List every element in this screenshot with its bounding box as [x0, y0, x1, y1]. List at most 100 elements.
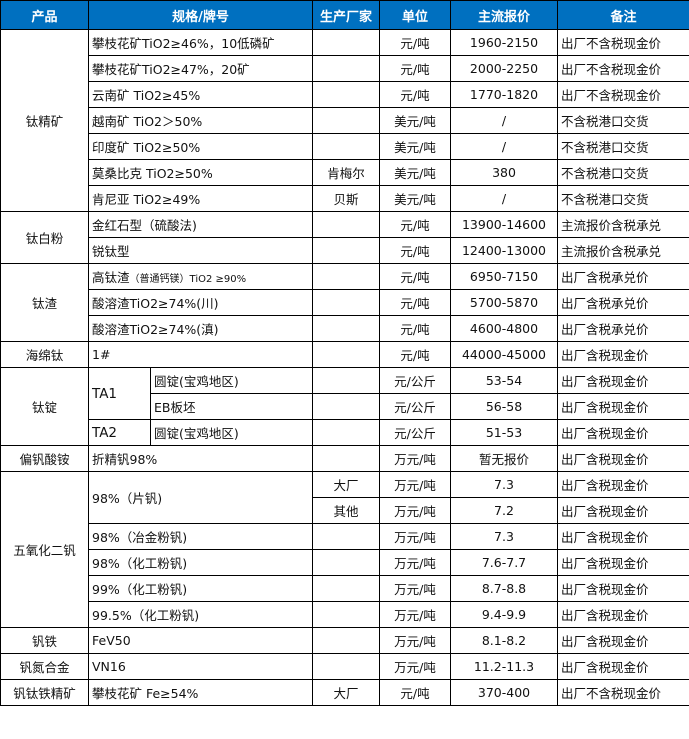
- table-row: 钛渣 高钛渣（普通钙镁）TiO2 ≥90% 元/吨 6950-7150 出厂含税承兑价: [0, 263, 689, 342]
- unit-cell: 元/吨: [379, 341, 451, 368]
- note-cell: 出厂含税现金价: [557, 653, 689, 680]
- product-cell: 钛精矿: [0, 29, 89, 212]
- spec-cell: 攀枝花矿TiO2≥47%，20矿: [88, 55, 313, 82]
- product-cell: 钛锭: [0, 367, 89, 446]
- spec-text: 1#: [92, 347, 111, 362]
- spec-cell: 圆锭(宝鸡地区): [150, 419, 313, 446]
- spec-cell: 印度矿 TiO2≥50%: [88, 133, 313, 160]
- price-cell: 8.1-8.2: [450, 627, 558, 654]
- spec-text: 98%（化工粉钒): [92, 556, 188, 571]
- header-price: 主流报价: [450, 0, 558, 30]
- spec-text: 酸溶渣TiO2≥74%(滇): [92, 322, 219, 337]
- price-cell: /: [450, 185, 558, 212]
- price-cell: 7.3: [450, 471, 558, 498]
- price-cell: 12400-13000: [450, 237, 558, 264]
- note-cell: 出厂含税现金价: [557, 419, 689, 446]
- maker-cell: [312, 549, 380, 576]
- product-cell: 海绵钛: [0, 341, 89, 368]
- unit-cell: 万元/吨: [379, 445, 451, 472]
- price-cell: 2000-2250: [450, 55, 558, 82]
- product-cell: 五氧化二钒: [0, 471, 89, 628]
- price-cell: 56-58: [450, 393, 558, 420]
- unit-cell: 万元/吨: [379, 523, 451, 550]
- note-cell: 出厂含税现金价: [557, 445, 689, 472]
- unit-cell: 元/吨: [379, 81, 451, 108]
- unit-cell: 美元/吨: [379, 107, 451, 134]
- spec-cell: 酸溶渣TiO2≥74%(川): [88, 289, 313, 316]
- price-cell: 9.4-9.9: [450, 601, 558, 628]
- price-cell: 8.7-8.8: [450, 575, 558, 602]
- price-cell: 7.2: [450, 497, 558, 524]
- maker-cell: [312, 341, 380, 368]
- table-row: 99%（化工粉钒) 万元/吨 8.7-8.8 出厂含税现金价: [1, 575, 689, 602]
- note-cell: 出厂不含税现金价: [557, 679, 689, 706]
- note-cell: 出厂含税现金价: [557, 367, 689, 394]
- table-row: 钛白粉 金红石型（硫酸法) 元/吨 13900-14600 主流报价含税承兑: [0, 211, 689, 264]
- price-cell: 51-53: [450, 419, 558, 446]
- table-row: 钛锭 TA1 圆锭(宝鸡地区) 元/公斤 53-54 出厂含税现金价: [0, 367, 689, 446]
- spec-text: 肯尼亚 TiO2≥49%: [92, 192, 201, 207]
- table-row: 钒氮合金 VN16 万元/吨 11.2-11.3 出厂含税现金价: [0, 653, 689, 680]
- table-row: 99.5%（化工粉钒) 万元/吨 9.4-9.9 出厂含税现金价: [1, 601, 689, 628]
- unit-cell: 元/吨: [379, 211, 451, 238]
- note-cell: 主流报价含税承兑: [557, 237, 689, 264]
- table-row: 钒钛铁精矿 攀枝花矿 Fe≥54% 大厂 元/吨 370-400 出厂不含税现金价: [0, 679, 689, 706]
- note-cell: 出厂不含税现金价: [557, 55, 689, 82]
- grade-cell: TA1: [88, 367, 151, 420]
- product-cell: 钒氮合金: [0, 653, 89, 680]
- table-row: TA2 圆锭(宝鸡地区) 元/公斤 51-53 出厂含税现金价: [1, 419, 689, 446]
- product-cell: 钛白粉: [0, 211, 89, 264]
- maker-cell: [312, 263, 380, 290]
- spec-cell: 攀枝花矿 Fe≥54%: [88, 679, 313, 706]
- note-cell: 出厂含税现金价: [557, 523, 689, 550]
- price-cell: 5700-5870: [450, 289, 558, 316]
- note-cell: 不含税港口交货: [557, 185, 689, 212]
- maker-cell: [312, 29, 380, 56]
- price-cell: 370-400: [450, 679, 558, 706]
- header-note: 备注: [557, 0, 689, 30]
- maker-cell: [312, 289, 380, 316]
- product-cell: 钒铁: [0, 627, 89, 654]
- spec-cell: 酸溶渣TiO2≥74%(滇): [88, 315, 313, 342]
- spec-text: 99%（化工粉钒): [92, 582, 188, 597]
- maker-cell: [312, 211, 380, 238]
- header-maker: 生产厂家: [312, 0, 380, 30]
- header-product: 产品: [0, 0, 89, 30]
- maker-cell: [312, 237, 380, 264]
- spec-cell: 98%（化工粉钒): [88, 549, 313, 576]
- table-row: 偏钒酸铵 折精钒98% 万元/吨 暂无报价 出厂含税现金价: [0, 445, 689, 472]
- spec-cell: 98%（冶金粉钒): [88, 523, 313, 550]
- table-row: 98%（化工粉钒) 万元/吨 7.6-7.7 出厂含税现金价: [1, 549, 689, 576]
- maker-cell: [312, 445, 380, 472]
- spec-cell: 莫桑比克 TiO2≥50%: [88, 159, 313, 186]
- note-cell: 不含税港口交货: [557, 133, 689, 160]
- price-cell: 44000-45000: [450, 341, 558, 368]
- product-cell: 钒钛铁精矿: [0, 679, 89, 706]
- note-cell: 出厂含税现金价: [557, 575, 689, 602]
- price-cell: 53-54: [450, 367, 558, 394]
- maker-cell: 肯梅尔: [312, 159, 380, 186]
- maker-cell: 大厂: [312, 679, 380, 706]
- price-cell: 7.6-7.7: [450, 549, 558, 576]
- spec-text: 锐钛型: [92, 244, 130, 259]
- spec-cell: 圆锭(宝鸡地区): [150, 367, 313, 394]
- note-cell: 出厂含税现金价: [557, 471, 689, 498]
- maker-cell: [312, 601, 380, 628]
- header-unit: 单位: [379, 0, 451, 30]
- unit-cell: 元/公斤: [379, 393, 451, 420]
- maker-cell: [312, 653, 380, 680]
- table-row: 五氧化二钒 98%（片钒) 大厂 万元/吨 7.3 出厂含税现金价: [0, 471, 689, 628]
- spec-cell: 锐钛型: [88, 237, 313, 264]
- spec-text: 云南矿 TiO2≥45%: [92, 88, 201, 103]
- table-row: 98%（冶金粉钒) 万元/吨 7.3 出厂含税现金价: [1, 523, 689, 550]
- unit-cell: 万元/吨: [379, 575, 451, 602]
- price-cell: 7.3: [450, 523, 558, 550]
- spec-text: 98%（片钒): [92, 491, 163, 506]
- note-cell: 不含税港口交货: [557, 107, 689, 134]
- unit-cell: 元/吨: [379, 263, 451, 290]
- header-row: 产品 规格/牌号 生产厂家 单位 主流报价 备注: [0, 0, 689, 30]
- table-row: 印度矿 TiO2≥50% 美元/吨 / 不含税港口交货: [1, 133, 689, 160]
- product-cell: 偏钒酸铵: [0, 445, 89, 472]
- spec-cell: FeV50: [88, 627, 313, 654]
- unit-cell: 元/公斤: [379, 419, 451, 446]
